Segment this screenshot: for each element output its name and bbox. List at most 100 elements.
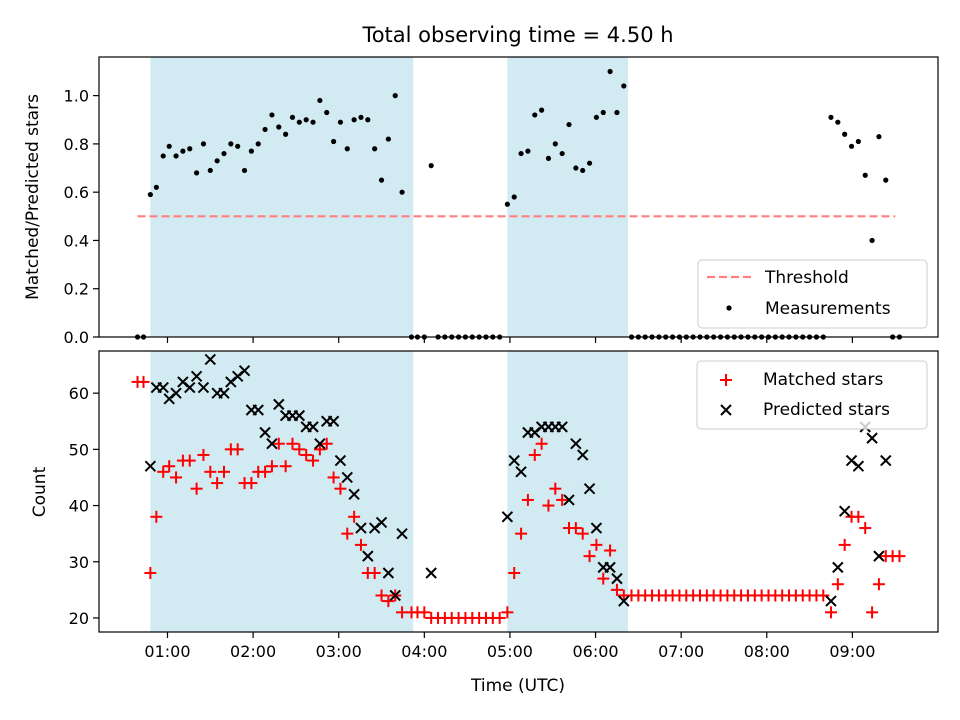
measurement-point <box>428 163 434 169</box>
matched-star-point <box>528 448 541 461</box>
matched-star-point <box>293 443 306 456</box>
matched-star-point <box>204 465 217 478</box>
measurement-point <box>545 155 552 161</box>
y-tick-label: 40 <box>69 497 89 516</box>
y-tick-label: 1.0 <box>64 87 89 106</box>
measurement-point <box>372 146 378 152</box>
measurement-point <box>835 119 841 125</box>
legend-predicted-label: Predicted stars <box>763 400 890 420</box>
matched-star-point <box>217 465 230 478</box>
measurement-point <box>173 153 179 159</box>
matched-star-point <box>542 499 555 512</box>
measurement-point <box>221 150 227 157</box>
predicted-star-point <box>327 415 340 427</box>
measurement-point <box>573 165 579 171</box>
measurement-point <box>876 134 882 140</box>
matched-star-point <box>170 471 183 484</box>
y-tick-label: 0.8 <box>64 135 89 154</box>
observing-window-band <box>507 351 629 632</box>
measurement-point <box>518 150 524 157</box>
predicted-star-point <box>273 398 285 411</box>
measurement-point <box>160 153 166 159</box>
measurement-point <box>241 167 248 174</box>
x-tick-label: 07:00 <box>658 642 704 661</box>
matched-star-point <box>272 437 285 450</box>
predicted-star-point <box>425 567 437 579</box>
matched-star-point <box>493 611 506 624</box>
matched-star-point <box>144 566 157 579</box>
ratio-legend-box <box>697 259 928 329</box>
predicted-star-point <box>218 387 230 399</box>
measurement-point <box>166 143 172 149</box>
predicted-star-point <box>515 466 527 478</box>
measurement-point <box>504 201 510 207</box>
matched-star-point <box>320 437 333 450</box>
x-tick-label: 02:00 <box>230 642 276 661</box>
counts-y-axis-label: Count <box>30 466 50 517</box>
legend-measurements-swatch <box>726 305 732 311</box>
measurement-point <box>193 170 200 176</box>
predicted-star-point <box>590 522 603 534</box>
matched-star-point <box>597 572 610 585</box>
matched-star-point <box>604 544 617 557</box>
ratio-y-axis-label: Matched/Predicted stars <box>23 94 43 300</box>
matched-star-point <box>354 538 367 551</box>
y-tick-label: 30 <box>69 553 89 572</box>
x-axis-label: Time (UTC) <box>470 676 565 696</box>
x-tick-label: 09:00 <box>829 642 875 661</box>
predicted-star-point <box>307 421 319 433</box>
measurement-point <box>337 119 344 125</box>
counts-legend: Matched stars Predicted stars <box>696 360 928 430</box>
predicted-star-point <box>577 449 589 461</box>
predicted-star-point <box>570 438 582 450</box>
measurement-point <box>862 172 868 178</box>
measurement-point <box>593 114 600 120</box>
chart-title: Total observing time = 4.50 h <box>361 23 673 47</box>
matched-star-point <box>231 443 244 456</box>
measurement-point <box>559 150 565 157</box>
measurement-point <box>365 117 371 123</box>
panel-ratio-frame <box>98 56 939 338</box>
predicted-star-point <box>832 561 844 574</box>
predicted-star-point <box>190 370 203 382</box>
matched-star-point <box>838 538 851 551</box>
matched-star-point <box>576 527 589 540</box>
matched-star-point <box>569 522 582 535</box>
x-tick-label: 06:00 <box>572 642 618 661</box>
panel-counts: 01:00 02:00 03:00 04:00 05:00 06:00 07:00 08:00… <box>30 350 939 661</box>
predicted-star-point <box>825 595 837 607</box>
predicted-star-point <box>197 381 210 394</box>
x-tick-label: 04:00 <box>401 642 447 661</box>
matched-star-point <box>211 477 224 490</box>
matched-star-point <box>327 471 340 484</box>
observing-window-band <box>507 57 629 337</box>
observing-window-band <box>150 57 414 337</box>
predicted-star-point <box>583 482 596 495</box>
predicted-star-point <box>556 421 568 433</box>
y-tick-label: 60 <box>69 384 89 403</box>
matched-star-point <box>190 482 203 495</box>
matched-star-point <box>307 454 320 467</box>
predicted-star-point <box>341 471 353 484</box>
matched-star-point <box>893 550 906 563</box>
predicted-star-point <box>880 454 892 467</box>
predicted-star-point <box>375 516 388 529</box>
matched-star-point <box>245 477 258 490</box>
y-tick-label: 50 <box>69 440 89 459</box>
matched-star-point <box>163 460 176 473</box>
measurement-point <box>187 146 193 152</box>
measurement-point <box>200 141 207 147</box>
matched-star-point <box>866 606 879 619</box>
predicted-star-point <box>563 494 575 506</box>
predicted-star-point <box>389 589 401 602</box>
predicted-star-point <box>334 454 347 467</box>
x-tick-label: 05:00 <box>487 642 533 661</box>
y-tick-label: 0.6 <box>64 183 89 202</box>
measurement-point <box>296 119 302 125</box>
predicted-star-point <box>293 409 306 422</box>
predicted-star-point <box>266 438 278 450</box>
y-tick-label: 0.0 <box>64 328 89 347</box>
measurement-point <box>330 138 337 145</box>
counts-legend-box <box>696 360 928 430</box>
measurement-point <box>248 148 254 154</box>
